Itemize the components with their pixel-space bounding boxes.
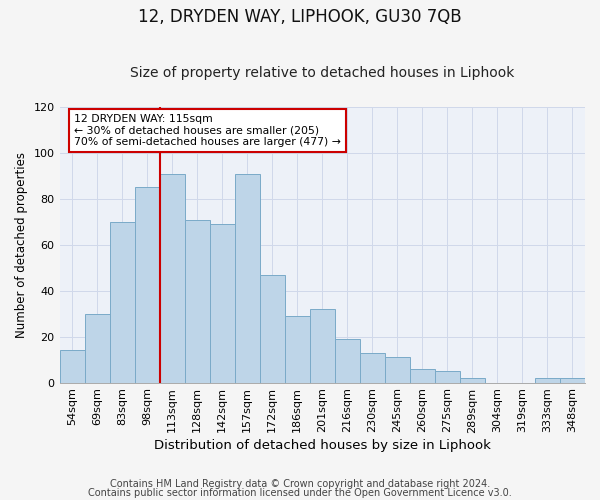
Bar <box>59 350 85 382</box>
Bar <box>560 378 585 382</box>
Bar <box>460 378 485 382</box>
Bar <box>209 224 235 382</box>
Bar <box>110 222 134 382</box>
Bar <box>435 371 460 382</box>
Bar <box>235 174 260 382</box>
Text: 12 DRYDEN WAY: 115sqm
← 30% of detached houses are smaller (205)
70% of semi-det: 12 DRYDEN WAY: 115sqm ← 30% of detached … <box>74 114 341 147</box>
Bar <box>185 220 209 382</box>
Bar <box>285 316 310 382</box>
Bar <box>410 369 435 382</box>
Bar <box>385 358 410 382</box>
Text: Contains HM Land Registry data © Crown copyright and database right 2024.: Contains HM Land Registry data © Crown c… <box>110 479 490 489</box>
Bar <box>134 188 160 382</box>
X-axis label: Distribution of detached houses by size in Liphook: Distribution of detached houses by size … <box>154 440 491 452</box>
Bar <box>535 378 560 382</box>
Text: 12, DRYDEN WAY, LIPHOOK, GU30 7QB: 12, DRYDEN WAY, LIPHOOK, GU30 7QB <box>138 8 462 26</box>
Bar <box>310 309 335 382</box>
Y-axis label: Number of detached properties: Number of detached properties <box>15 152 28 338</box>
Bar <box>85 314 110 382</box>
Bar <box>360 352 385 382</box>
Bar <box>160 174 185 382</box>
Bar <box>260 274 285 382</box>
Text: Contains public sector information licensed under the Open Government Licence v3: Contains public sector information licen… <box>88 488 512 498</box>
Title: Size of property relative to detached houses in Liphook: Size of property relative to detached ho… <box>130 66 514 80</box>
Bar <box>335 339 360 382</box>
